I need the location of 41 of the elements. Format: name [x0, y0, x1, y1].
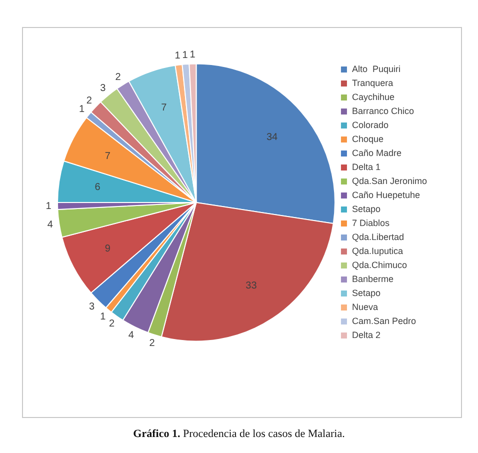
data-label: 1	[100, 312, 106, 323]
data-label: 7	[161, 102, 168, 114]
data-label: 3	[88, 302, 95, 313]
data-label: 3	[100, 82, 106, 94]
data-label: 7	[104, 151, 111, 162]
legend-label: Qda.San Jeronimo	[352, 176, 428, 186]
legend-label: Colorado	[352, 120, 388, 130]
legend-label: Barranco Chico	[352, 106, 414, 116]
legend-label: Banberme	[352, 274, 394, 284]
legend-label: Qda.Chimuco	[352, 260, 407, 270]
data-label: 1	[182, 50, 188, 61]
text: Gráfico 1. Procedencia de los casos de Malaria.	[132, 428, 346, 440]
data-label: 1	[174, 50, 181, 62]
legend-label: Qda.Iuputica	[352, 246, 404, 256]
data-label: 6	[94, 182, 101, 194]
legend-label: Alto Puquiri	[352, 64, 400, 74]
legend-label: Setapo	[352, 204, 380, 214]
data-label: 1	[46, 200, 52, 212]
legend-label: Choque	[352, 134, 384, 144]
legend-label: 7 Diablos	[352, 218, 390, 228]
data-label: 2	[149, 338, 156, 350]
legend-label: Delta 2	[352, 330, 380, 340]
legend-label: Caychihue	[352, 92, 394, 102]
data-label: 2	[115, 72, 122, 83]
legend-label: Delta 1	[352, 162, 380, 172]
data-label: 34	[266, 132, 278, 144]
data-label: 1	[78, 104, 85, 115]
legend-label: Qda.Libertad	[352, 232, 404, 242]
data-label: 4	[128, 330, 134, 341]
data-label: 4	[47, 220, 54, 231]
data-label: 33	[246, 280, 258, 292]
data-label: 9	[104, 243, 111, 254]
legend-label: Setapo	[352, 288, 380, 298]
legend-label: Cam.San Pedro	[352, 316, 416, 326]
data-label: 2	[86, 95, 92, 106]
legend-label: Caño Madre	[352, 148, 402, 158]
data-label: 2	[109, 318, 116, 330]
legend-label: Tranquera	[352, 78, 394, 88]
legend-label: Caño Huepetuhe	[352, 190, 420, 200]
data-label: 1	[190, 50, 196, 61]
legend-label: Nueva	[352, 302, 378, 312]
